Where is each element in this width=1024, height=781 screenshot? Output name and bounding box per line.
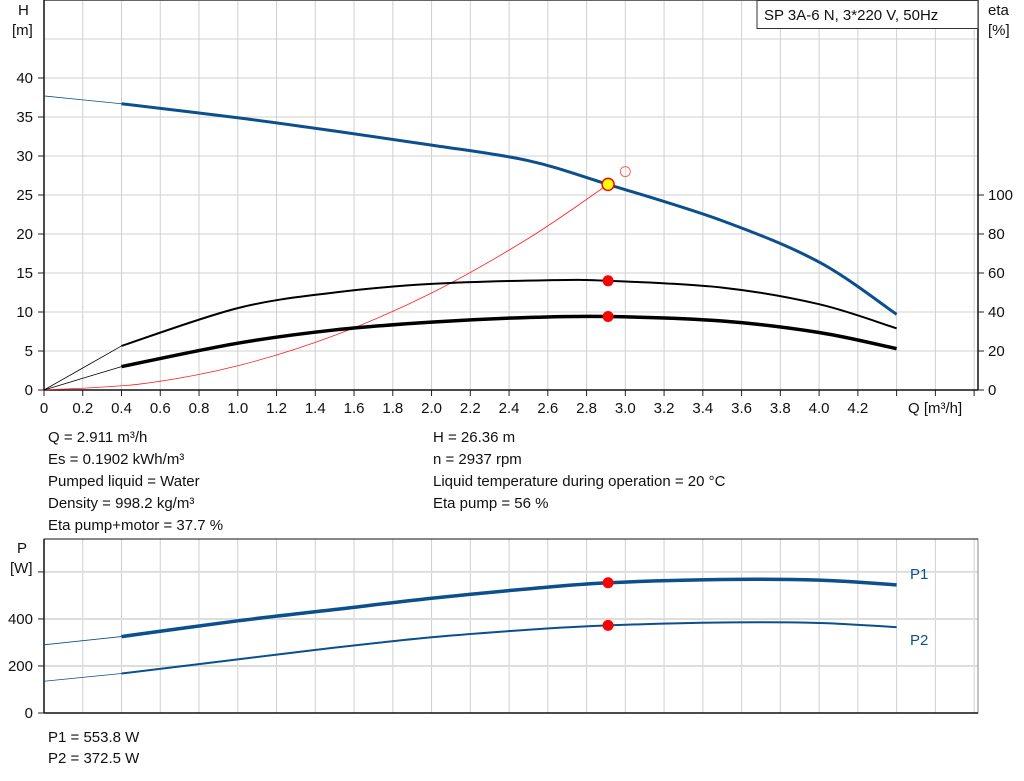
x-tick-label: 1.0 — [227, 400, 248, 417]
x-tick-label: 2.4 — [499, 400, 520, 417]
y-tick-label: 0 — [25, 382, 33, 399]
x-tick-label: 2.0 — [421, 400, 442, 417]
eta-pump-motor-extension — [43, 366, 122, 391]
eta-pump-extension — [43, 345, 122, 391]
info-p1: P1 = 553.8 W — [48, 729, 140, 746]
p-tick-label: 200 — [8, 658, 33, 675]
p2-duty-marker — [602, 619, 614, 631]
title-box — [756, 0, 979, 29]
x-tick-label: 1.2 — [266, 400, 287, 417]
y-tick-label: 40 — [16, 70, 33, 87]
p1-series-label: P1 — [910, 566, 928, 583]
y-tick-label: 35 — [16, 109, 33, 126]
curves — [43, 95, 898, 682]
y-axis-unit: [m] — [12, 22, 33, 39]
info-es: Es = 0.1902 kWh/m³ — [48, 451, 184, 468]
upper-grid — [43, 0, 979, 396]
y-tick-label: 10 — [16, 304, 33, 321]
y2-tick-label: 80 — [988, 226, 1005, 243]
p1-duty-marker — [602, 577, 614, 589]
x-tick-label: 4.2 — [847, 400, 868, 417]
info-eta-pump: Eta pump = 56 % — [433, 495, 549, 512]
x-tick-label: 2.6 — [537, 400, 558, 417]
p-tick-label: 0 — [25, 705, 33, 722]
x-tick-label: 1.6 — [344, 400, 365, 417]
y2-axis-unit: [%] — [988, 22, 1010, 39]
x-tick-label: 3.8 — [770, 400, 791, 417]
info-eta-total: Eta pump+motor = 37.7 % — [48, 517, 223, 534]
chart-title: SP 3A-6 N, 3*220 V, 50Hz — [764, 7, 938, 24]
info-density: Density = 998.2 kg/m³ — [48, 495, 194, 512]
p2-extension — [43, 673, 122, 682]
x-tick-label: 3.2 — [654, 400, 675, 417]
y2-tick-label: 0 — [988, 382, 996, 399]
y-tick-label: 5 — [25, 343, 33, 360]
lower-grid — [43, 538, 979, 714]
p2-curve — [121, 621, 897, 675]
y2-tick-label: 40 — [988, 304, 1005, 321]
duty-info: Q = 2.911 m³/h Es = 0.1902 kWh/m³ Pumped… — [48, 429, 726, 767]
x-tick-label: 1.8 — [382, 400, 403, 417]
info-h: H = 26.36 m — [433, 429, 515, 446]
p2-series-label: P2 — [910, 632, 928, 649]
system-curve — [43, 184, 609, 391]
info-q: Q = 2.911 m³/h — [48, 429, 147, 446]
x-tick-label: 0 — [40, 400, 48, 417]
requested-point-marker — [619, 166, 631, 178]
eta-pump-duty-marker — [602, 275, 614, 287]
y-tick-label: 25 — [16, 187, 33, 204]
head-curve — [121, 102, 898, 316]
y-axis-label: H — [18, 2, 29, 19]
eta-pump-motor-curve — [121, 314, 897, 369]
p1-extension — [43, 636, 122, 646]
eta-pump-curve — [121, 278, 897, 347]
x-tick-label: 3.4 — [692, 400, 713, 417]
y2-tick-label: 100 — [988, 187, 1013, 204]
x-tick-label: 3.6 — [731, 400, 752, 417]
x-tick-label: 0.4 — [111, 400, 132, 417]
info-n: n = 2937 rpm — [433, 451, 522, 468]
x-tick-label: 2.8 — [576, 400, 597, 417]
y-tick-label: 20 — [16, 226, 33, 243]
x-tick-label: 3.0 — [615, 400, 636, 417]
x-tick-label: 0.8 — [189, 400, 210, 417]
head-extension — [43, 95, 122, 105]
info-temp: Liquid temperature during operation = 20… — [433, 473, 726, 490]
x-tick-label: 0.2 — [72, 400, 93, 417]
tick-labels: 0 0.2 0.4 0.6 0.8 1.0 1.2 1.4 1.6 1.8 2.0 2.2 2.4 2.6… — [8, 70, 1013, 722]
p1-curve — [121, 577, 897, 639]
x-axis-label: Q [m³/h] — [908, 400, 962, 417]
info-liquid: Pumped liquid = Water — [48, 473, 200, 490]
y2-tick-label: 60 — [988, 265, 1005, 282]
y-tick-label: 30 — [16, 148, 33, 165]
p-tick-label: 400 — [8, 611, 33, 628]
y2-tick-label: 20 — [988, 343, 1005, 360]
x-tick-label: 0.6 — [150, 400, 171, 417]
info-p2: P2 = 372.5 W — [48, 750, 140, 767]
y2-axis-label: eta — [988, 2, 1010, 19]
x-tick-label: 4.0 — [809, 400, 830, 417]
p-axis-label: P — [17, 540, 27, 557]
duty-point-marker — [601, 177, 615, 192]
x-tick-label: 2.2 — [460, 400, 481, 417]
eta-total-duty-marker — [602, 310, 614, 322]
y-tick-label: 15 — [16, 265, 33, 282]
p-axis-unit: [W] — [10, 560, 33, 577]
x-tick-label: 1.4 — [305, 400, 326, 417]
lower-plot-border — [43, 538, 979, 714]
